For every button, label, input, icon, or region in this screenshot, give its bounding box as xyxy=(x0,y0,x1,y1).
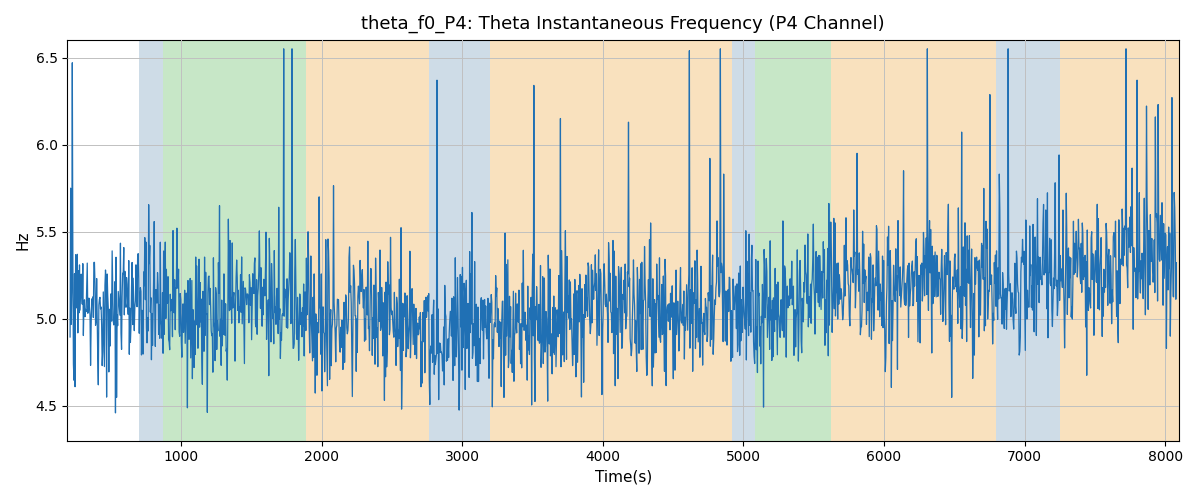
Y-axis label: Hz: Hz xyxy=(16,230,30,250)
Title: theta_f0_P4: Theta Instantaneous Frequency (P4 Channel): theta_f0_P4: Theta Instantaneous Frequen… xyxy=(361,15,886,34)
Bar xyxy=(1060,40,1193,440)
X-axis label: Time(s): Time(s) xyxy=(595,470,652,485)
Bar xyxy=(491,40,732,440)
Bar xyxy=(163,40,306,440)
Bar xyxy=(428,40,491,440)
Bar xyxy=(830,40,996,440)
Bar xyxy=(306,40,428,440)
Bar xyxy=(139,40,163,440)
Bar xyxy=(732,40,755,440)
Bar xyxy=(996,40,1060,440)
Bar xyxy=(755,40,830,440)
